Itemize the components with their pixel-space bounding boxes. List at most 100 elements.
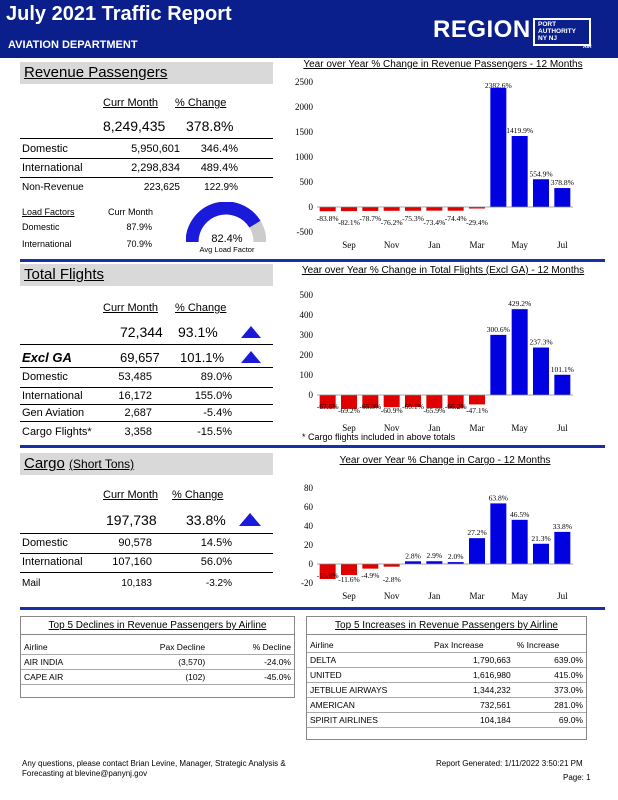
data-label: -69.2% bbox=[338, 406, 360, 415]
data-label: 46.5% bbox=[510, 510, 529, 519]
revenue-chart-title: Year over Year % Change in Revenue Passe… bbox=[303, 59, 583, 70]
x-tick-label: Jan bbox=[428, 423, 440, 433]
x-tick-label: Jul bbox=[557, 240, 568, 250]
rev-col-change: % Change bbox=[175, 97, 227, 109]
x-tick-label: Mar bbox=[470, 591, 485, 601]
fl-total-change: 93.1% bbox=[178, 324, 218, 340]
cargo-heading: Cargo (Short Tons) bbox=[20, 453, 273, 475]
gauge-label: Avg Load Factor bbox=[199, 245, 255, 254]
cg-total: 197,738 bbox=[106, 512, 157, 528]
data-label: -73.4% bbox=[423, 218, 445, 227]
x-tick-label: Nov bbox=[384, 591, 400, 601]
data-label: 2382.6% bbox=[485, 81, 512, 90]
data-label: 101.1% bbox=[551, 365, 574, 374]
y-tick-label: 2000 bbox=[295, 102, 314, 112]
logo-line: NY NJ bbox=[538, 35, 558, 42]
data-bar bbox=[447, 562, 464, 564]
revenue-chart: -500 0 500 1000 1500 2000 2500 -83.8% -82.1% -78.… bbox=[295, 77, 574, 250]
column-header: % Increase bbox=[513, 638, 586, 653]
cg-row-change: -3.2% bbox=[205, 578, 232, 589]
table-row: SPIRIT AIRLINES 104,184 69.0% bbox=[307, 712, 586, 728]
data-bar bbox=[490, 87, 507, 207]
lf-label: Load Factors bbox=[22, 207, 75, 217]
fl-row-change: -15.5% bbox=[197, 426, 232, 438]
rev-row-label: Non-Revenue bbox=[22, 182, 84, 193]
data-label: -47.1% bbox=[466, 406, 488, 415]
data-label: -78.7% bbox=[359, 214, 381, 223]
report-generated: Report Generated: 1/11/2022 3:50:21 PM bbox=[436, 759, 583, 768]
data-bar bbox=[533, 179, 549, 207]
data-bar bbox=[469, 538, 485, 564]
fl-col-curr: Curr Month bbox=[103, 302, 159, 314]
rev-row-label: Domestic bbox=[22, 143, 68, 155]
data-label: -66.2% bbox=[445, 402, 467, 411]
cg-row-label: International bbox=[22, 556, 83, 568]
airline-cell: JETBLUE AIRWAYS bbox=[307, 682, 431, 698]
y-tick-label: 200 bbox=[300, 350, 314, 360]
data-bar bbox=[405, 207, 421, 211]
fl-row-change: 89.0% bbox=[200, 371, 232, 383]
excl-ga-label: Excl GA bbox=[22, 350, 72, 365]
rev-row-change: 122.9% bbox=[204, 182, 238, 193]
lf-row-label: International bbox=[22, 239, 72, 249]
data-label: -83.8% bbox=[317, 214, 339, 223]
data-bar bbox=[511, 136, 528, 207]
fl-row-value: 53,485 bbox=[118, 371, 152, 383]
pct-cell: 415.0% bbox=[513, 667, 586, 683]
fl-row-value: 16,172 bbox=[118, 390, 152, 402]
data-label: -75.3% bbox=[402, 214, 424, 223]
pct-cell: 69.0% bbox=[513, 712, 586, 728]
data-label: -15.8% bbox=[317, 571, 339, 580]
load-factor-gauge bbox=[186, 202, 266, 243]
data-bar bbox=[362, 207, 379, 211]
x-tick-label: Nov bbox=[384, 423, 400, 433]
department-label: AVIATION DEPARTMENT bbox=[8, 39, 138, 51]
data-bar bbox=[341, 564, 357, 576]
rev-row-change: 489.4% bbox=[200, 162, 238, 174]
cargo-heading-text: Cargo bbox=[24, 455, 65, 472]
fl-row-label: Gen Aviation bbox=[22, 407, 85, 419]
x-tick-label: Jul bbox=[557, 591, 568, 601]
pax-cell: (102) bbox=[108, 669, 209, 685]
contact-line: Forecasting at blevine@panynj.gov bbox=[22, 769, 148, 778]
data-bar bbox=[511, 309, 528, 395]
airline-cell: AIR INDIA bbox=[21, 654, 109, 670]
cg-row-value: 90,578 bbox=[118, 537, 152, 549]
logo-line: PORT bbox=[538, 21, 557, 28]
up-arrow-icon bbox=[239, 513, 261, 526]
rev-total-change: 378.8% bbox=[186, 118, 234, 134]
column-header: Airline bbox=[307, 638, 431, 653]
y-tick-label: 1000 bbox=[295, 152, 314, 162]
y-tick-label: 1500 bbox=[295, 127, 314, 137]
cg-row-change: 14.5% bbox=[200, 537, 232, 549]
airline-cell: CAPE AIR bbox=[21, 669, 109, 685]
x-tick-label: May bbox=[511, 240, 528, 250]
x-tick-label: Sep bbox=[342, 591, 356, 601]
data-label: 21.3% bbox=[531, 534, 550, 543]
data-bar bbox=[533, 347, 549, 395]
pct-cell: -45.0% bbox=[208, 669, 294, 685]
data-bar bbox=[383, 564, 400, 567]
data-bar bbox=[447, 207, 464, 211]
increases-table: Top 5 Increases in Revenue Passengers by… bbox=[306, 616, 587, 740]
data-bar bbox=[383, 395, 400, 408]
cg-col-change: % Change bbox=[172, 489, 224, 501]
y-tick-label: 0 bbox=[309, 202, 314, 212]
data-label: -65.9% bbox=[423, 406, 445, 415]
airline-cell: SPIRIT AIRLINES bbox=[307, 712, 431, 728]
y-tick-label: 100 bbox=[300, 370, 314, 380]
cargo-chart: -20 0 20 40 60 80 -15.8% -11.6% -4.9% -2.8% 2.8% 2.… bbox=[301, 483, 573, 601]
fl-row-change: -5.4% bbox=[203, 407, 232, 419]
data-label: 33.8% bbox=[553, 522, 572, 531]
data-bar bbox=[533, 543, 549, 564]
fl-row-value: 3,358 bbox=[124, 426, 152, 438]
declines-table: Top 5 Declines in Revenue Passengers by … bbox=[20, 616, 295, 698]
flights-footnote: * Cargo flights included in above totals bbox=[302, 432, 456, 442]
x-tick-label: Mar bbox=[470, 423, 485, 433]
data-label: 2.0% bbox=[448, 552, 464, 561]
data-label: 300.6% bbox=[487, 325, 510, 334]
data-label: -65.3% bbox=[359, 402, 381, 411]
contact-line: Any questions, please contact Brian Levi… bbox=[22, 759, 286, 768]
data-label: 2.8% bbox=[405, 551, 421, 560]
y-tick-label: 500 bbox=[300, 290, 314, 300]
